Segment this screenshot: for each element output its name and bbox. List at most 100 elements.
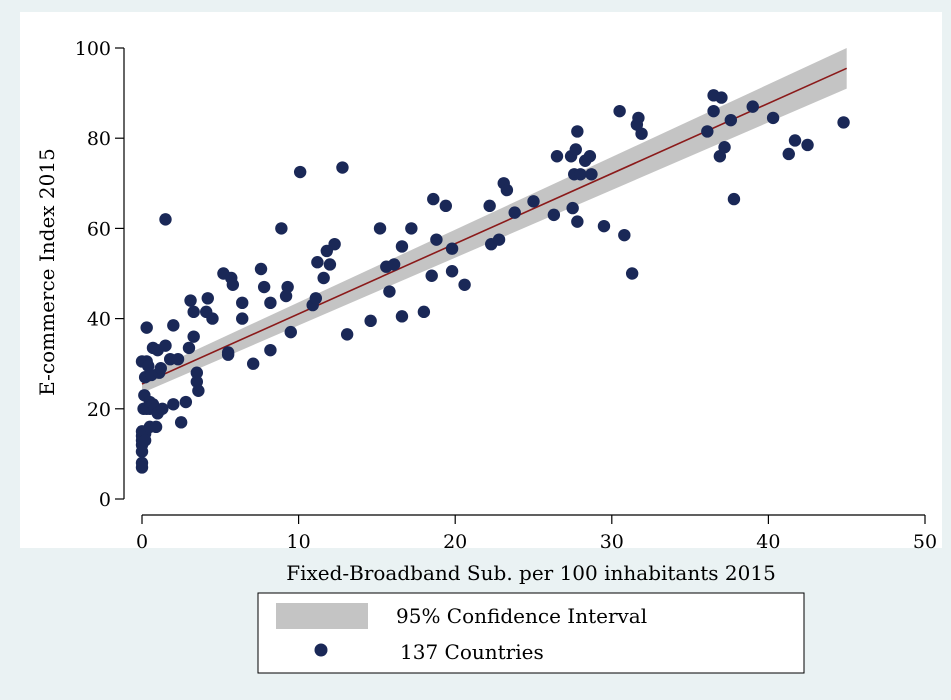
y-tick-label: 60 xyxy=(87,218,111,240)
data-point xyxy=(257,280,271,294)
x-tick-label: 0 xyxy=(136,531,148,553)
data-point xyxy=(788,134,802,147)
x-tick-label: 10 xyxy=(287,531,311,553)
data-points xyxy=(135,89,850,474)
data-point xyxy=(206,312,219,325)
data-point xyxy=(179,395,193,409)
y-tick-label: 100 xyxy=(75,38,111,60)
data-point xyxy=(571,125,584,138)
x-tick-label: 30 xyxy=(600,531,624,553)
data-point xyxy=(182,341,196,355)
data-point xyxy=(427,192,440,206)
data-point xyxy=(154,362,167,375)
legend-label-countries: 137 Countries xyxy=(400,640,544,664)
data-point xyxy=(635,127,648,140)
data-point xyxy=(550,150,564,163)
data-point xyxy=(500,183,514,197)
data-point xyxy=(174,416,188,429)
data-point xyxy=(221,346,235,359)
data-point xyxy=(571,215,584,228)
data-point xyxy=(309,292,323,305)
data-point xyxy=(236,312,249,325)
data-point xyxy=(724,113,738,127)
data-point xyxy=(439,199,453,213)
data-point xyxy=(782,147,795,161)
axes: 0 20 40 60 80 100 0 10 20 30 40 50 xyxy=(75,38,937,553)
data-point xyxy=(458,278,471,291)
data-point xyxy=(281,280,294,294)
data-point xyxy=(383,285,396,298)
x-tick-label: 20 xyxy=(443,531,467,553)
data-point xyxy=(483,199,496,213)
x-tick-label: 40 xyxy=(756,531,780,553)
data-point xyxy=(430,233,443,246)
y-tick-label: 20 xyxy=(87,399,111,421)
data-point xyxy=(445,242,459,255)
data-point xyxy=(618,228,631,242)
data-point xyxy=(226,278,240,291)
data-point xyxy=(395,240,409,253)
data-point xyxy=(246,357,260,370)
data-point xyxy=(445,265,459,278)
data-point xyxy=(387,258,401,271)
data-point xyxy=(707,104,720,118)
data-point xyxy=(340,328,354,341)
y-tick-label: 80 xyxy=(87,128,111,150)
data-point xyxy=(527,195,540,208)
data-point xyxy=(159,213,172,226)
data-point xyxy=(184,294,197,307)
data-point xyxy=(187,330,200,343)
data-point xyxy=(187,305,200,319)
data-point xyxy=(395,310,409,323)
data-point xyxy=(192,384,205,397)
legend-label-ci: 95% Confidence Interval xyxy=(396,604,647,628)
data-point xyxy=(171,352,185,366)
x-tick-label: 50 xyxy=(913,531,937,553)
data-point xyxy=(135,445,149,458)
data-point xyxy=(317,271,330,285)
data-point xyxy=(566,201,579,215)
data-point xyxy=(492,233,506,246)
data-point xyxy=(328,237,341,251)
y-axis-label: E-commerce Index 2015 xyxy=(35,148,59,396)
data-point xyxy=(746,100,759,113)
data-point xyxy=(727,192,741,206)
legend: 95% Confidence Interval 137 Countries xyxy=(257,592,805,674)
data-point xyxy=(264,296,277,310)
x-axis-label: Fixed-Broadband Sub. per 100 inhabitants… xyxy=(286,561,776,585)
data-point xyxy=(597,219,611,233)
data-point xyxy=(508,206,521,219)
data-point xyxy=(625,267,639,280)
data-point xyxy=(138,434,152,447)
data-point xyxy=(254,262,268,276)
y-tick-label: 40 xyxy=(87,309,111,331)
data-point xyxy=(323,258,337,271)
data-point xyxy=(311,256,324,269)
data-point xyxy=(236,296,249,310)
data-point xyxy=(159,339,172,352)
data-point xyxy=(574,168,587,181)
data-point xyxy=(201,292,214,305)
data-point xyxy=(718,141,731,154)
legend-dot-swatch xyxy=(314,643,328,657)
data-point xyxy=(547,208,561,222)
data-point xyxy=(715,91,728,104)
legend-band-swatch xyxy=(276,603,368,629)
data-point xyxy=(284,325,297,339)
data-point xyxy=(364,314,377,328)
data-point xyxy=(801,138,814,152)
data-point xyxy=(613,104,626,118)
data-point xyxy=(140,321,153,334)
data-point xyxy=(405,222,418,235)
data-point xyxy=(632,111,645,125)
data-point xyxy=(167,319,180,332)
data-point xyxy=(837,116,850,129)
data-point xyxy=(373,222,387,235)
data-point xyxy=(264,343,277,357)
data-point xyxy=(583,150,597,163)
data-point xyxy=(149,420,163,434)
y-tick-label: 0 xyxy=(99,489,111,511)
data-point xyxy=(425,269,438,282)
data-point xyxy=(156,402,169,415)
